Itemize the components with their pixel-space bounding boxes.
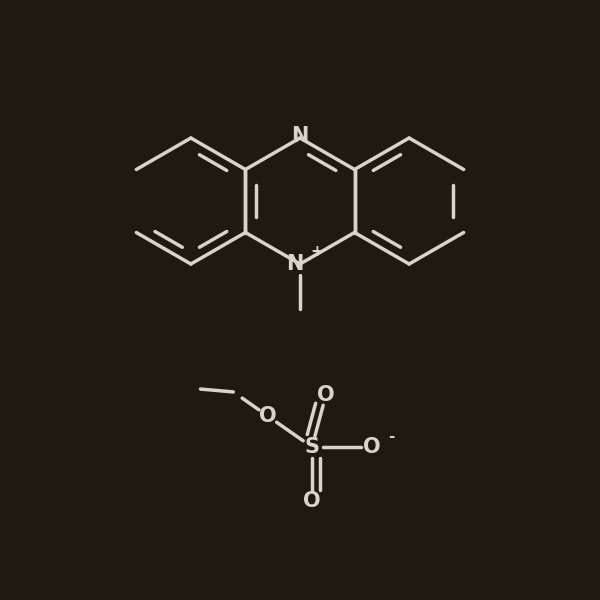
- Text: O: O: [303, 491, 321, 511]
- Text: O: O: [317, 385, 335, 405]
- Text: O: O: [363, 437, 381, 457]
- Text: +: +: [310, 244, 323, 259]
- Text: S: S: [305, 437, 320, 457]
- Text: -: -: [388, 428, 394, 444]
- Text: N: N: [287, 254, 304, 274]
- Text: N: N: [292, 126, 308, 146]
- Text: O: O: [259, 406, 277, 426]
